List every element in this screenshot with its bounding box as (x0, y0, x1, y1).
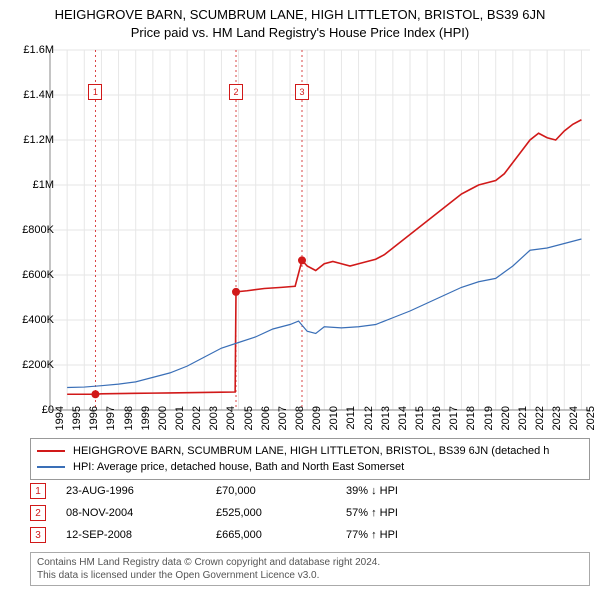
y-tick-label: £1.4M (4, 89, 54, 101)
y-tick-label: £1M (4, 179, 54, 191)
transaction-price: £70,000 (216, 485, 346, 497)
y-tick-label: £600K (4, 269, 54, 281)
chart-marker-icon: 1 (88, 84, 102, 100)
transaction-price: £525,000 (216, 507, 346, 519)
transaction-date: 12-SEP-2008 (66, 529, 216, 541)
price-chart (0, 0, 600, 430)
marker-number-icon: 1 (30, 483, 46, 499)
legend-label: HEIGHGROVE BARN, SCUMBRUM LANE, HIGH LIT… (73, 445, 549, 457)
attribution-footer: Contains HM Land Registry data © Crown c… (30, 552, 590, 586)
table-row: 2 08-NOV-2004 £525,000 57% ↑ HPI (30, 502, 466, 524)
transaction-price: £665,000 (216, 529, 346, 541)
legend-swatch (37, 450, 65, 452)
hpi-diff: 39% ↓ HPI (346, 485, 466, 497)
transaction-date: 23-AUG-1996 (66, 485, 216, 497)
footer-line-2: This data is licensed under the Open Gov… (37, 569, 583, 582)
table-row: 3 12-SEP-2008 £665,000 77% ↑ HPI (30, 524, 466, 546)
legend-item: HPI: Average price, detached house, Bath… (37, 459, 583, 475)
transaction-date: 08-NOV-2004 (66, 507, 216, 519)
y-tick-label: £200K (4, 359, 54, 371)
hpi-diff: 77% ↑ HPI (346, 529, 466, 541)
y-tick-label: £1.2M (4, 134, 54, 146)
y-tick-label: £1.6M (4, 44, 54, 56)
y-tick-label: £800K (4, 224, 54, 236)
legend-item: HEIGHGROVE BARN, SCUMBRUM LANE, HIGH LIT… (37, 443, 583, 459)
legend: HEIGHGROVE BARN, SCUMBRUM LANE, HIGH LIT… (30, 438, 590, 480)
y-tick-label: £400K (4, 314, 54, 326)
footer-line-1: Contains HM Land Registry data © Crown c… (37, 556, 583, 569)
hpi-diff: 57% ↑ HPI (346, 507, 466, 519)
legend-swatch (37, 466, 65, 468)
y-tick-label: £0 (4, 404, 54, 416)
marker-number-icon: 3 (30, 527, 46, 543)
chart-marker-icon: 3 (295, 84, 309, 100)
transaction-table: 1 23-AUG-1996 £70,000 39% ↓ HPI 2 08-NOV… (30, 480, 466, 546)
marker-number-icon: 2 (30, 505, 46, 521)
table-row: 1 23-AUG-1996 £70,000 39% ↓ HPI (30, 480, 466, 502)
legend-label: HPI: Average price, detached house, Bath… (73, 461, 404, 473)
chart-marker-icon: 2 (229, 84, 243, 100)
